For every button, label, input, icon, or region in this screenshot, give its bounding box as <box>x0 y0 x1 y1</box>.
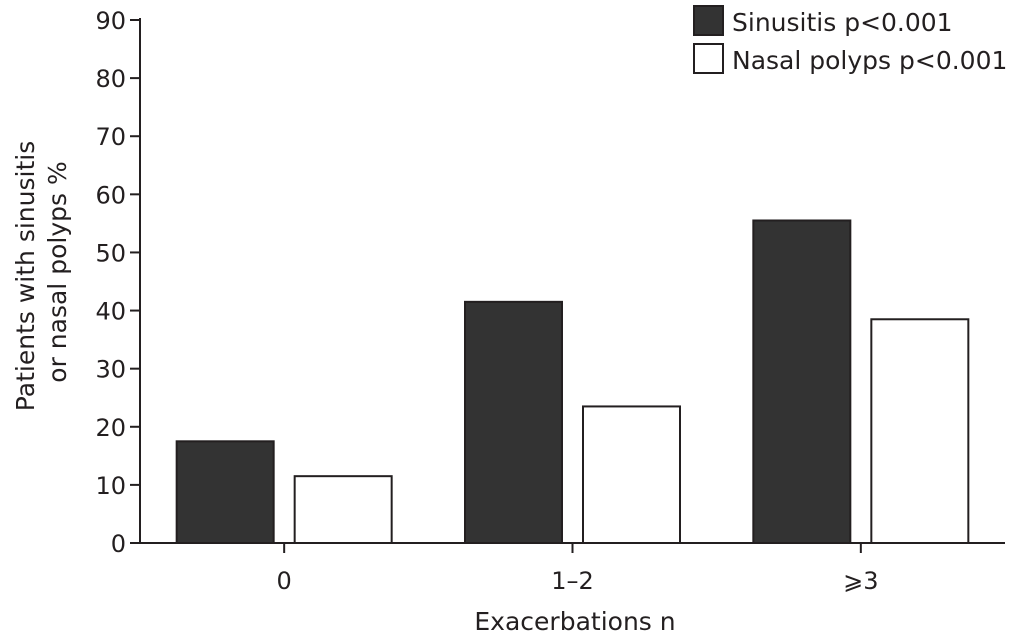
y-axis: 0 10 20 30 40 50 60 70 80 90 <box>95 7 141 558</box>
x-tick-label: 1–2 <box>551 567 594 595</box>
y-tick-label: 90 <box>95 7 126 35</box>
y-tick-label: 80 <box>95 65 126 93</box>
y-tick-label: 0 <box>111 530 126 558</box>
y-tick-label: 10 <box>95 472 126 500</box>
legend: Sinusitis p<0.001 Nasal polyps p<0.001 <box>693 5 1007 75</box>
x-tick-label: ⩾3 <box>843 567 878 595</box>
legend-swatch-nasal-polyps <box>693 43 724 74</box>
bar-sinusitis <box>752 219 852 544</box>
y-tick-label: 30 <box>95 356 126 384</box>
bar-nasal-polyps <box>582 405 681 545</box>
y-tick-label: 20 <box>95 414 126 442</box>
x-axis-title: Exacerbations n <box>474 607 675 636</box>
legend-label-sinusitis: Sinusitis p<0.001 <box>732 8 953 37</box>
y-axis-title-line-1: Patients with sinusitis <box>11 141 40 411</box>
y-tick-label: 70 <box>95 123 126 151</box>
bar-nasal-polyps <box>870 318 970 544</box>
bar-sinusitis <box>464 300 563 545</box>
bar-sinusitis <box>175 440 275 544</box>
legend-label-nasal-polyps: Nasal polyps p<0.001 <box>732 46 1007 75</box>
bar-nasal-polyps <box>293 475 393 544</box>
y-axis-title-line-2: or nasal polyps % <box>43 161 72 382</box>
y-axis-title: Patients with sinusitis or nasal polyps … <box>11 133 72 411</box>
y-tick-label: 40 <box>95 298 126 326</box>
x-tick-label: 0 <box>277 567 292 595</box>
y-tick-label: 50 <box>95 239 126 267</box>
y-tick-label: 60 <box>95 181 126 209</box>
x-axis: 0 1–2 ⩾3 <box>140 542 1005 595</box>
legend-swatch-sinusitis <box>693 5 724 36</box>
bars <box>175 219 970 545</box>
